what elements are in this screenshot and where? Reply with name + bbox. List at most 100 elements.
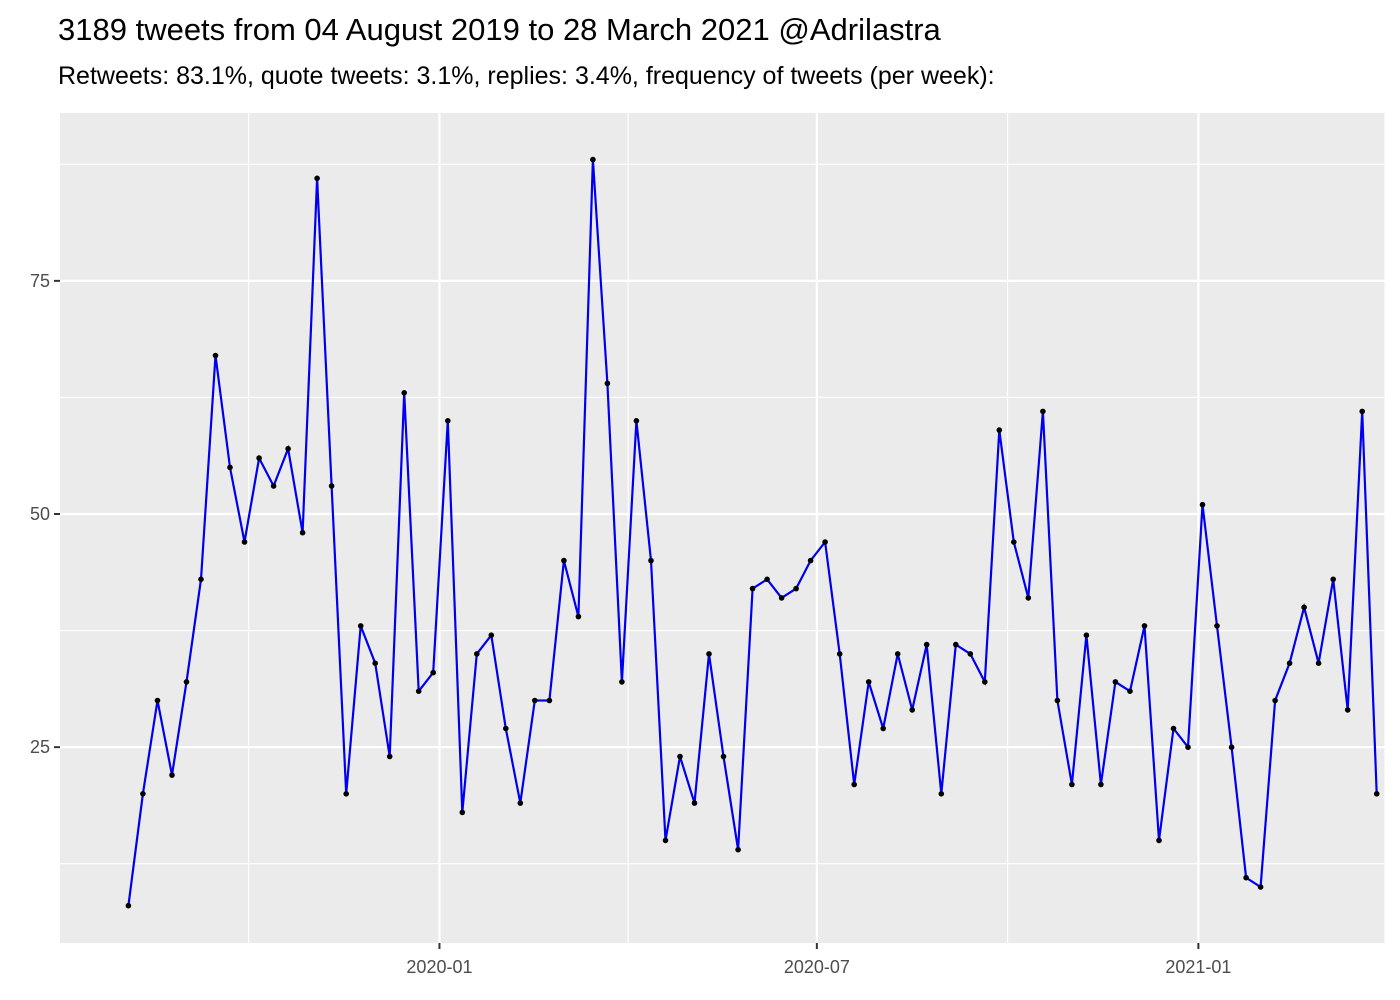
data-point (488, 632, 495, 638)
data-point (227, 464, 233, 471)
data-point (1344, 707, 1351, 713)
axes: 25 50 75 2020-01 2020-07 2021-01 (30, 271, 1231, 977)
data-point (212, 352, 219, 359)
data-point (1185, 744, 1191, 750)
data-points (125, 156, 1380, 909)
data-point (1069, 781, 1075, 788)
data-point (154, 697, 161, 704)
plot-panel (60, 113, 1385, 943)
data-point (807, 557, 814, 564)
data-point (1272, 697, 1278, 704)
data-point (749, 585, 756, 592)
data-point (1243, 874, 1249, 881)
data-point (459, 809, 466, 816)
data-point (677, 753, 683, 760)
data-point (474, 651, 480, 657)
x-tick-label: 2020-07 (784, 957, 850, 977)
data-point (140, 791, 146, 797)
data-point (125, 902, 132, 909)
data-point (1112, 679, 1119, 685)
data-point (880, 725, 886, 732)
data-point (793, 585, 799, 592)
data-point (561, 557, 567, 564)
data-point (1315, 660, 1322, 666)
data-point (1257, 884, 1264, 890)
data-point (720, 753, 727, 760)
data-point (909, 707, 915, 713)
data-point (1141, 623, 1148, 629)
data-point (1170, 725, 1177, 732)
data-point (503, 725, 509, 732)
data-point (445, 418, 451, 424)
data-point (822, 539, 828, 545)
data-point (314, 175, 320, 182)
minor-gridlines (60, 113, 1386, 943)
data-point (633, 418, 640, 424)
data-point (1025, 595, 1032, 601)
data-point (546, 697, 553, 704)
data-point (256, 455, 262, 461)
data-point (836, 651, 843, 657)
x-tick-label: 2021-01 (1165, 957, 1231, 977)
data-point (1199, 501, 1206, 508)
data-point (735, 846, 741, 853)
x-tick-label: 2020-01 (406, 957, 472, 977)
data-point (1098, 781, 1104, 788)
data-point (575, 613, 582, 620)
data-point (778, 595, 785, 601)
data-point (967, 651, 974, 657)
data-point (590, 156, 596, 163)
data-point (764, 576, 770, 583)
data-point (169, 772, 175, 778)
y-tick-label: 50 (30, 504, 50, 524)
data-point (1156, 837, 1162, 844)
chart-subtitle: Retweets: 83.1%, quote tweets: 3.1%, rep… (58, 62, 995, 90)
data-point (430, 669, 437, 676)
data-point (662, 837, 669, 844)
data-point (343, 791, 350, 797)
chart-title: 3189 tweets from 04 August 2019 to 28 Ma… (58, 12, 941, 47)
data-point (894, 651, 901, 657)
y-tick-label: 75 (30, 271, 50, 291)
data-point (648, 557, 654, 564)
data-point (386, 753, 393, 760)
data-point (1228, 744, 1235, 750)
data-point (938, 791, 945, 797)
data-point (1127, 688, 1133, 694)
data-point (1083, 632, 1090, 638)
data-point (953, 641, 959, 648)
data-point (851, 781, 857, 788)
data-point (619, 679, 625, 685)
data-point (299, 529, 306, 536)
data-point (1286, 660, 1293, 666)
data-point (183, 679, 190, 685)
data-point (1301, 604, 1307, 611)
data-point (1054, 697, 1061, 704)
data-point (1330, 576, 1336, 583)
data-point (923, 641, 930, 648)
data-point (285, 445, 291, 452)
data-point (1359, 408, 1365, 415)
data-point (198, 576, 204, 583)
data-point (517, 800, 524, 806)
y-tick-label: 25 (30, 737, 50, 757)
data-point (415, 688, 422, 694)
data-point (241, 539, 248, 545)
data-point (270, 483, 277, 489)
data-point (401, 390, 408, 396)
data-point (1011, 539, 1017, 545)
data-point (1214, 623, 1220, 629)
data-point (532, 697, 538, 704)
data-point (865, 679, 872, 685)
data-point (604, 380, 611, 387)
data-point (996, 427, 1003, 433)
data-point (328, 483, 335, 489)
data-point (372, 660, 379, 666)
data-point (1040, 408, 1046, 415)
data-point (1373, 791, 1380, 797)
data-point (357, 623, 364, 629)
data-point (706, 651, 712, 657)
data-point (691, 800, 698, 806)
data-point (982, 679, 988, 685)
